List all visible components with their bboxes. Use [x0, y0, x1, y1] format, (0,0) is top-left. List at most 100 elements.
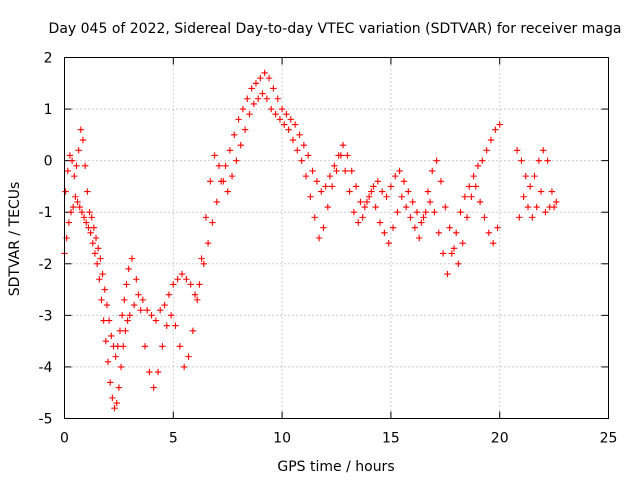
y-tick-label: -5 — [39, 412, 53, 428]
data-point — [105, 317, 113, 324]
data-point — [250, 100, 258, 108]
data-point — [315, 234, 323, 242]
data-point — [265, 74, 273, 82]
data-point — [481, 214, 488, 221]
data-point — [65, 219, 73, 226]
y-tick-label: 2 — [44, 51, 53, 67]
data-point — [96, 276, 103, 283]
data-point — [248, 85, 255, 92]
data-point — [365, 193, 373, 200]
data-point — [420, 214, 427, 221]
data-point — [387, 183, 395, 190]
data-point — [526, 183, 534, 190]
data-point — [542, 209, 549, 216]
data-point — [254, 95, 262, 102]
data-point — [98, 296, 105, 304]
data-point — [91, 250, 99, 257]
data-point — [85, 224, 92, 231]
data-point — [122, 327, 129, 335]
data-point — [461, 193, 469, 200]
data-point — [533, 203, 540, 211]
x-tick-label: 20 — [491, 431, 509, 447]
data-point — [487, 136, 495, 144]
data-point — [115, 384, 123, 391]
data-point — [67, 209, 75, 216]
y-tick-label: -1 — [39, 205, 53, 221]
data-point — [372, 203, 379, 211]
data-point — [62, 188, 69, 195]
data-point — [100, 317, 107, 324]
data-point — [435, 229, 442, 237]
data-point — [157, 307, 164, 314]
data-point — [200, 260, 207, 267]
data-point — [116, 327, 124, 335]
data-point — [189, 327, 197, 335]
data-point — [161, 301, 168, 309]
data-point — [407, 214, 414, 221]
data-point — [80, 214, 88, 221]
data-point — [342, 167, 349, 175]
data-point — [176, 343, 184, 350]
data-point — [450, 245, 458, 252]
data-point — [194, 296, 201, 304]
data-point — [302, 172, 310, 180]
y-tick-label: -4 — [39, 360, 53, 376]
data-point — [204, 239, 212, 247]
x-axis-label: GPS time / hours — [277, 459, 394, 475]
data-point — [68, 157, 76, 164]
data-point — [472, 183, 479, 190]
data-point — [457, 209, 464, 216]
data-point — [165, 291, 173, 298]
data-point — [239, 105, 247, 113]
data-point — [220, 178, 227, 185]
data-point — [244, 95, 251, 102]
data-point — [550, 203, 558, 211]
data-point — [93, 260, 101, 267]
data-point — [75, 147, 82, 154]
data-point — [257, 74, 264, 82]
data-point — [101, 286, 108, 293]
data-point — [535, 157, 543, 164]
x-tick-label: 5 — [169, 431, 178, 447]
data-point — [125, 265, 132, 273]
data-point — [154, 368, 162, 376]
data-point — [86, 209, 93, 216]
x-tick-label: 25 — [600, 431, 618, 447]
data-point — [385, 239, 392, 247]
data-point — [431, 209, 438, 216]
data-point — [359, 214, 366, 221]
data-point — [348, 167, 355, 175]
data-point — [178, 270, 186, 278]
data-point — [191, 291, 199, 298]
data-point — [89, 239, 96, 247]
data-point — [446, 224, 453, 231]
data-point — [553, 198, 560, 206]
data-point — [444, 270, 451, 278]
data-point — [294, 147, 301, 154]
data-point — [355, 219, 362, 226]
data-point — [215, 162, 223, 169]
data-point — [489, 239, 497, 247]
data-point — [95, 245, 102, 252]
data-point — [311, 214, 318, 221]
grid-lines — [64, 57, 609, 419]
data-point — [468, 193, 475, 200]
data-point — [106, 379, 114, 386]
data-point — [196, 281, 203, 288]
data-point — [392, 172, 399, 180]
data-point — [516, 214, 523, 221]
y-axis-label: SDTVAR / TECUs — [7, 182, 23, 297]
data-point — [126, 312, 133, 319]
data-point — [148, 312, 155, 319]
plot-frame — [64, 57, 609, 419]
data-point — [422, 209, 429, 216]
data-point — [272, 111, 279, 118]
data-point — [141, 343, 149, 350]
data-point — [437, 178, 445, 185]
data-point — [139, 296, 147, 304]
data-point — [104, 358, 112, 365]
data-point — [522, 172, 530, 180]
data-point — [224, 188, 231, 195]
data-point — [102, 337, 110, 345]
